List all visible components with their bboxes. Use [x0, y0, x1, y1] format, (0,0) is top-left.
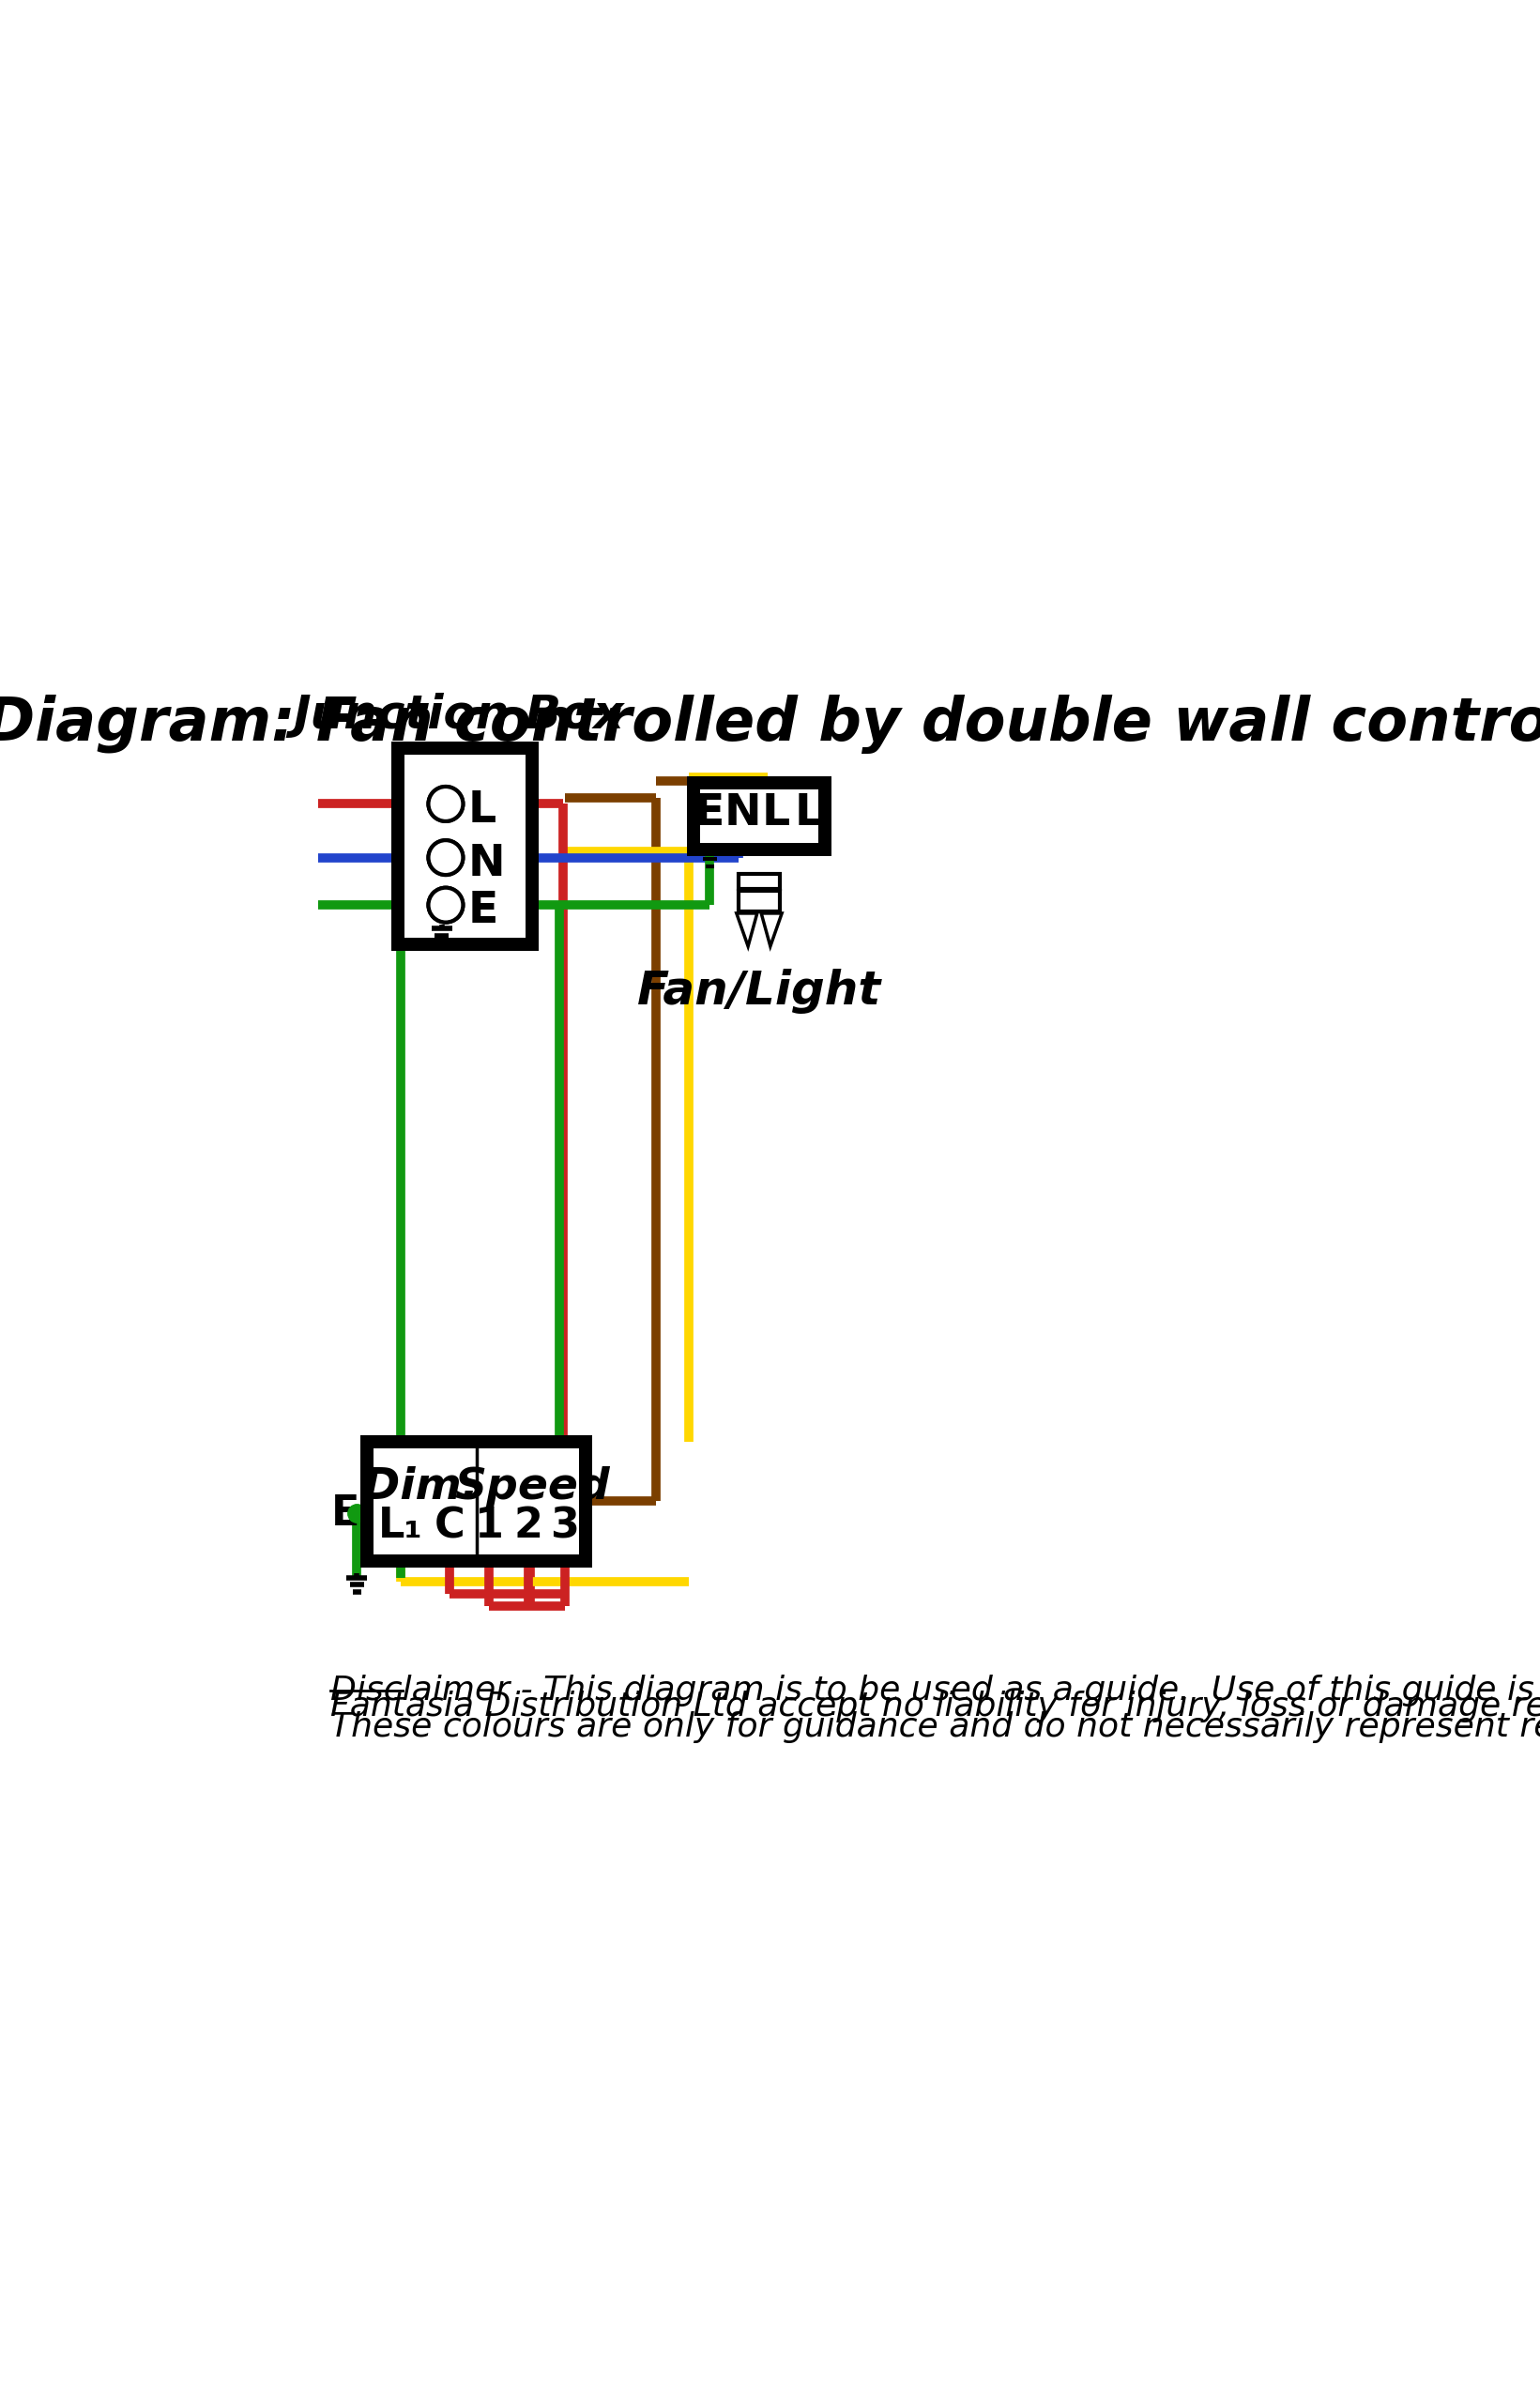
- Bar: [399, 747, 533, 944]
- Bar: [739, 875, 779, 889]
- Text: Fan/Light: Fan/Light: [638, 968, 881, 1014]
- Text: These colours are only for guidance and do not necessarily represent regional va: These colours are only for guidance and …: [330, 1711, 1540, 1745]
- Bar: [739, 892, 779, 911]
- Text: Junction Box: Junction Box: [293, 692, 624, 738]
- Circle shape: [428, 786, 464, 822]
- Text: Speed: Speed: [454, 1466, 610, 1509]
- Text: 2: 2: [514, 1507, 542, 1545]
- Bar: [399, 747, 533, 944]
- Text: E: E: [468, 889, 499, 932]
- Text: 3: 3: [550, 1507, 579, 1545]
- Text: L₁: L₁: [377, 1507, 424, 1545]
- Text: N: N: [468, 843, 505, 884]
- Text: E: E: [331, 1492, 360, 1533]
- Polygon shape: [736, 913, 758, 947]
- Bar: [693, 783, 825, 848]
- Text: N: N: [724, 793, 761, 834]
- Text: Dim.: Dim.: [363, 1466, 479, 1509]
- Text: Wiring Diagram: Fan controlled by double wall control: Wiring Diagram: Fan controlled by double…: [0, 694, 1540, 755]
- Text: Fantasia Distribution Ltd accept no liability for injury, loss or damage resulti: Fantasia Distribution Ltd accept no liab…: [330, 1692, 1540, 1723]
- Circle shape: [428, 841, 464, 875]
- Text: 1: 1: [474, 1507, 504, 1545]
- Bar: [368, 1442, 585, 1562]
- Polygon shape: [761, 913, 782, 947]
- Text: L: L: [468, 788, 496, 831]
- Text: Disclaimer - This diagram is to be used as a guide.  Use of this guide is at the: Disclaimer - This diagram is to be used …: [330, 1675, 1540, 1706]
- Bar: [693, 783, 825, 848]
- Circle shape: [428, 887, 464, 923]
- Text: E: E: [695, 793, 725, 834]
- Circle shape: [428, 786, 464, 822]
- Bar: [368, 1442, 585, 1562]
- Circle shape: [428, 841, 464, 875]
- Text: C: C: [434, 1507, 465, 1545]
- Text: L: L: [795, 793, 822, 834]
- Text: L: L: [762, 793, 790, 834]
- Circle shape: [428, 887, 464, 923]
